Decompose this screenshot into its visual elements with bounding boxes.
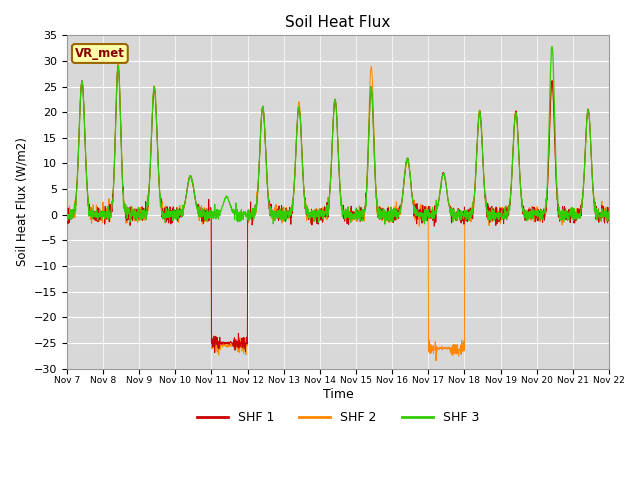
Title: Soil Heat Flux: Soil Heat Flux <box>285 15 390 30</box>
X-axis label: Time: Time <box>323 388 353 401</box>
Y-axis label: Soil Heat Flux (W/m2): Soil Heat Flux (W/m2) <box>15 137 28 266</box>
Text: VR_met: VR_met <box>75 47 125 60</box>
Legend: SHF 1, SHF 2, SHF 3: SHF 1, SHF 2, SHF 3 <box>191 406 484 429</box>
